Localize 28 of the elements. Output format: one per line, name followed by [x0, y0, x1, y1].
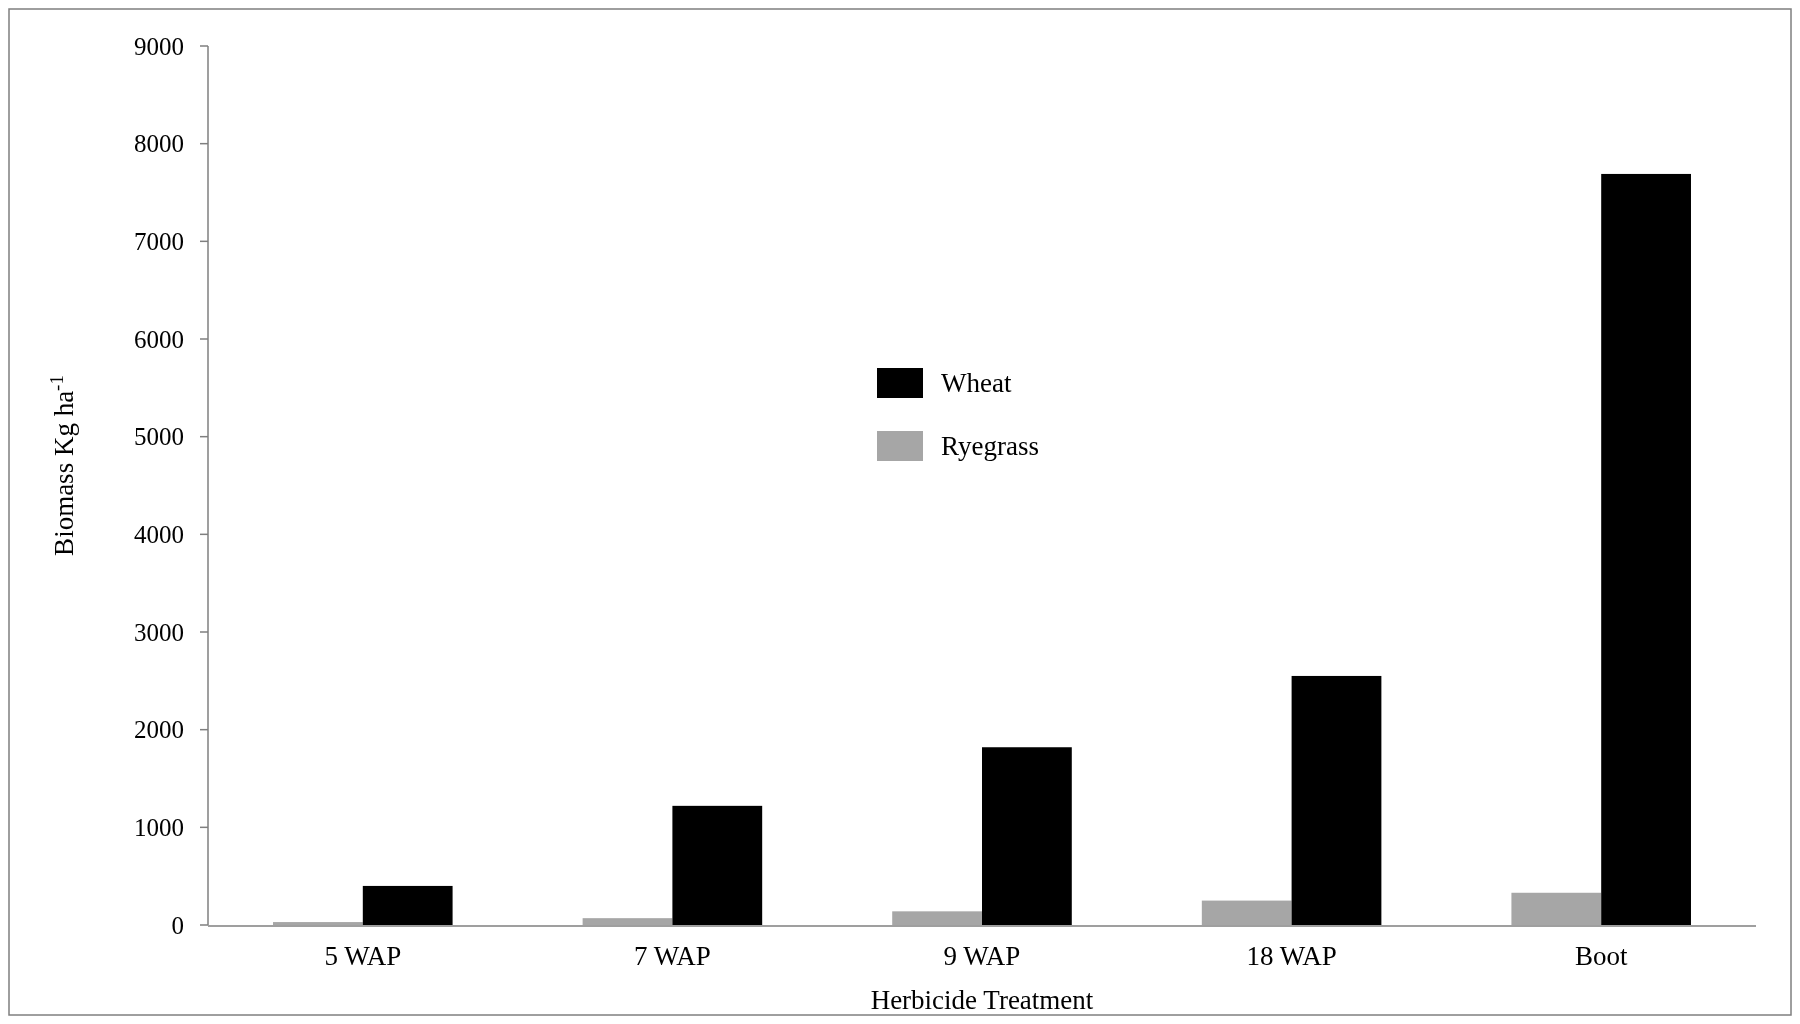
- bar: [1201, 900, 1292, 925]
- legend-label: Wheat: [941, 368, 1012, 399]
- bar: [273, 922, 363, 925]
- x-tick-label: 7 WAP: [634, 941, 711, 971]
- y-tick-label: 6000: [134, 325, 184, 353]
- x-tick-label: 5 WAP: [324, 941, 402, 971]
- legend-label: Ryegrass: [941, 431, 1039, 462]
- bar: [1291, 675, 1382, 925]
- y-tick-label: 3000: [134, 618, 184, 646]
- bar: [982, 747, 1072, 925]
- x-tick-label: 18 WAP: [1246, 941, 1337, 971]
- y-tick-label: 1000: [134, 814, 184, 842]
- y-tick-label: 4000: [134, 521, 184, 549]
- bar: [1511, 892, 1602, 925]
- x-axis-title: Herbicide Treatment: [870, 985, 1094, 1015]
- y-tick-label: 9000: [134, 32, 184, 60]
- y-tick-label: 7000: [134, 228, 184, 256]
- bar: [672, 805, 763, 925]
- y-tick-label: 0: [171, 911, 184, 939]
- y-tick-label: 2000: [134, 716, 184, 744]
- bar: [362, 885, 453, 925]
- bar: [582, 918, 673, 925]
- x-tick-label: Boot: [1574, 941, 1628, 971]
- x-tick-label: 9 WAP: [943, 941, 1021, 971]
- bar: [892, 911, 982, 925]
- y-tick-label: 5000: [134, 423, 184, 451]
- y-tick-label: 8000: [134, 130, 184, 158]
- bar: [1601, 173, 1691, 925]
